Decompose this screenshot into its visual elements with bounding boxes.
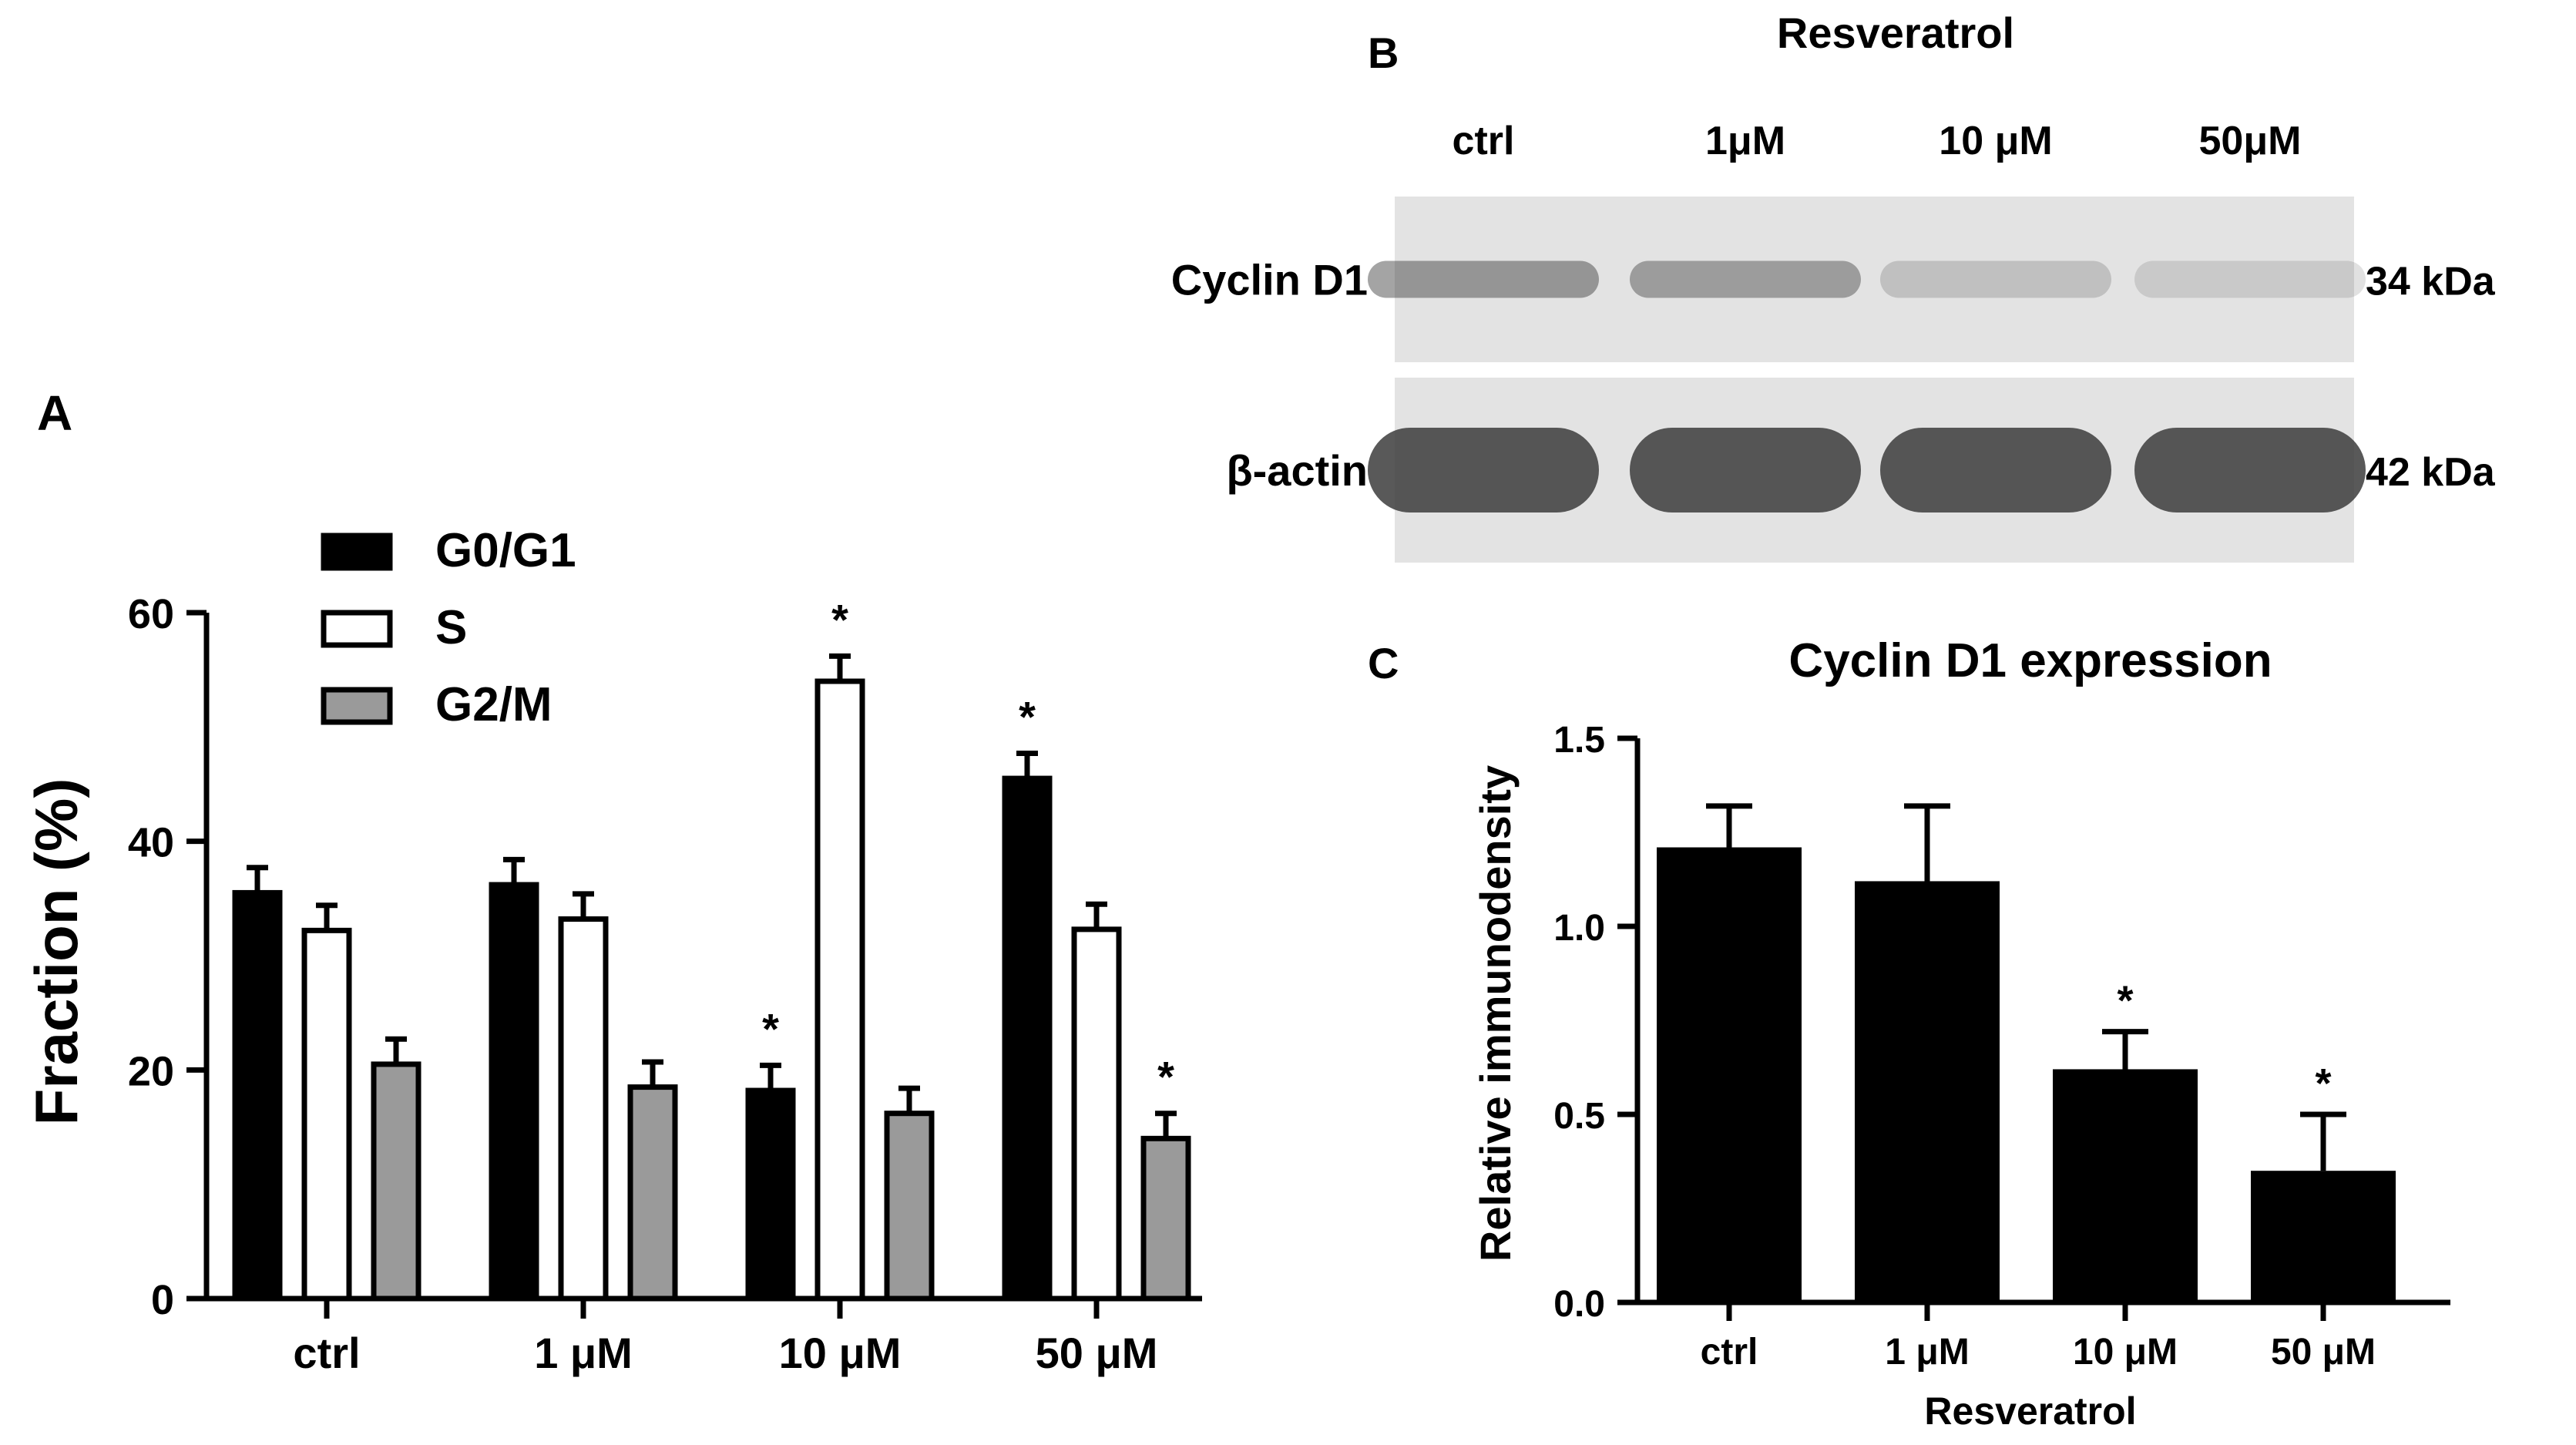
x-tick-label: 10 μM <box>2073 1332 2178 1373</box>
blot-row-label: Cyclin D1 <box>1171 256 1368 304</box>
bar-g0-g1 <box>1002 775 1053 1302</box>
blot-band <box>1630 260 1861 298</box>
blot-lane-label: ctrl <box>1453 119 1515 163</box>
bar <box>2053 1069 2198 1302</box>
blot-row-size: 34 kDa <box>2366 260 2496 304</box>
bar-s <box>301 927 352 1302</box>
blot-rows: Cyclin D1 34 kDa β-actin 42 kDa <box>1171 197 2496 563</box>
bar <box>1657 847 1802 1302</box>
blot-row: β-actin 42 kDa <box>1226 378 2496 563</box>
bar-s <box>814 678 865 1302</box>
panel-label-a: A <box>37 385 72 441</box>
y-tick-label: 0 <box>151 1277 174 1323</box>
blot-band <box>2134 260 2366 298</box>
significance-marker: * <box>831 595 848 644</box>
blot-row-label: β-actin <box>1226 446 1368 495</box>
blot-band <box>1630 428 1861 512</box>
y-tick-label: 0.5 <box>1553 1096 1605 1137</box>
blot-lane-labels: ctrl 1μM 10 μM 50μM <box>1453 119 2302 163</box>
blot-lane-label: 50μM <box>2199 119 2302 163</box>
chart-c-bars: ** <box>1657 803 2396 1302</box>
chart-a: 0 20 40 60 ctrl 1 μM 10 μM 50 μM * * * * G0/G1 S G2/… <box>22 524 1202 1377</box>
legend-label: G2/M <box>435 678 552 731</box>
bar <box>1855 881 2000 1302</box>
y-tick-label: 40 <box>128 820 174 866</box>
blot-lane-label: 1μM <box>1705 119 1785 163</box>
blot-row: Cyclin D1 34 kDa <box>1171 197 2496 362</box>
legend-swatch-2 <box>321 687 393 725</box>
chart-c-title: Cyclin D1 expression <box>1788 634 2272 687</box>
blot-membrane <box>1395 197 2354 362</box>
chart-a-ylabel: Fraction (%) <box>22 778 90 1126</box>
chart-c: Cyclin D1 expression 0.0 0.5 1.0 1.5 ctrl 1 μ… <box>1471 634 2450 1433</box>
blot-band <box>1368 428 1599 512</box>
x-tick-label: 10 μM <box>779 1329 902 1377</box>
chart-a-bars: * * * * <box>232 595 1191 1302</box>
bar-g2-m <box>371 1061 421 1302</box>
chart-a-axes: 0 20 40 60 ctrl 1 μM 10 μM 50 μM <box>128 591 1202 1377</box>
y-tick-label: 60 <box>128 591 174 637</box>
bar-g2-m <box>1140 1135 1191 1302</box>
bar <box>2251 1171 2396 1302</box>
legend-label: G0/G1 <box>435 524 576 577</box>
x-tick-label: ctrl <box>1701 1332 1758 1373</box>
chart-c-axes: 0.0 0.5 1.0 1.5 ctrl 1 μM 10 μM 50 μM <box>1553 720 2450 1373</box>
blot-row-size: 42 kDa <box>2366 450 2496 495</box>
bar-s <box>1071 926 1122 1302</box>
significance-marker: * <box>2315 1060 2331 1107</box>
x-tick-label: 50 μM <box>1036 1329 1158 1377</box>
x-tick-label: 1 μM <box>534 1329 633 1377</box>
significance-marker: * <box>762 1004 779 1053</box>
y-tick-label: 20 <box>128 1048 174 1094</box>
blot-lane-label: 10 μM <box>1939 119 2052 163</box>
bar-g2-m <box>627 1084 678 1302</box>
significance-marker: * <box>1157 1053 1174 1101</box>
blot-treatment-title: Resveratrol <box>1777 8 2014 57</box>
panel-label-c: C <box>1368 639 1399 687</box>
bar-g0-g1 <box>489 882 539 1302</box>
bar-g0-g1 <box>232 889 283 1302</box>
blot-band <box>2134 428 2366 512</box>
chart-c-ylabel: Relative immunodensity <box>1471 765 1520 1262</box>
y-tick-label: 1.0 <box>1553 908 1605 949</box>
y-tick-label: 0.0 <box>1553 1284 1605 1325</box>
y-tick-label: 1.5 <box>1553 720 1605 761</box>
bar-s <box>558 916 609 1302</box>
x-tick-label: ctrl <box>293 1329 360 1377</box>
significance-marker: * <box>2117 978 2133 1024</box>
blot-band <box>1880 260 2111 298</box>
significance-marker: * <box>1019 692 1036 741</box>
legend-swatch-1 <box>321 610 393 648</box>
blot-band <box>1368 260 1599 298</box>
legend-swatch-0 <box>321 533 393 571</box>
x-tick-label: 1 μM <box>1885 1332 1969 1373</box>
x-tick-label: 50 μM <box>2271 1332 2376 1373</box>
panel-label-b: B <box>1368 29 1399 77</box>
blot-band <box>1880 428 2111 512</box>
chart-c-xlabel: Resveratrol <box>1924 1390 2136 1433</box>
chart-a-legend: G0/G1 S G2/M <box>321 524 576 731</box>
western-blot: Resveratrol ctrl 1μM 10 μM 50μM Cyclin D1 34… <box>1171 8 2496 563</box>
bar-g0-g1 <box>745 1087 796 1302</box>
bar-g2-m <box>884 1111 935 1302</box>
legend-label: S <box>435 601 467 654</box>
